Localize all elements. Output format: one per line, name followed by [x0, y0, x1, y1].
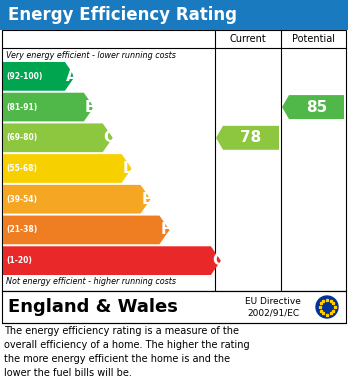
Bar — [0, 0, 348, 30]
Polygon shape — [3, 62, 75, 91]
Polygon shape — [3, 154, 132, 183]
Text: EU Directive
2002/91/EC: EU Directive 2002/91/EC — [245, 297, 301, 317]
Text: England & Wales: England & Wales — [8, 298, 178, 316]
Polygon shape — [3, 215, 169, 244]
Text: Not energy efficient - higher running costs: Not energy efficient - higher running co… — [6, 277, 176, 286]
Polygon shape — [3, 246, 221, 275]
Circle shape — [316, 296, 338, 318]
Text: (92-100): (92-100) — [6, 72, 42, 81]
Text: Current: Current — [230, 34, 266, 44]
Text: G: G — [212, 253, 224, 268]
Text: (39-54): (39-54) — [6, 195, 37, 204]
Text: Potential: Potential — [292, 34, 335, 44]
Polygon shape — [3, 124, 113, 152]
Text: A: A — [66, 69, 78, 84]
Polygon shape — [216, 126, 279, 150]
Bar — [2, 291, 346, 323]
Text: The energy efficiency rating is a measure of the
overall efficiency of a home. T: The energy efficiency rating is a measur… — [4, 326, 250, 378]
Text: 85: 85 — [306, 100, 327, 115]
Bar — [2, 30, 346, 291]
Polygon shape — [282, 95, 344, 119]
Text: Very energy efficient - lower running costs: Very energy efficient - lower running co… — [6, 51, 176, 60]
Text: F: F — [160, 222, 171, 237]
Text: (1-20): (1-20) — [6, 256, 32, 265]
Polygon shape — [3, 93, 94, 122]
Polygon shape — [3, 185, 151, 213]
Text: D: D — [122, 161, 135, 176]
Text: (21-38): (21-38) — [6, 226, 37, 235]
Text: (55-68): (55-68) — [6, 164, 37, 173]
Text: E: E — [142, 192, 152, 207]
Text: B: B — [85, 100, 96, 115]
Text: C: C — [104, 130, 115, 145]
Text: (81-91): (81-91) — [6, 102, 37, 111]
Text: Energy Efficiency Rating: Energy Efficiency Rating — [8, 6, 237, 24]
Text: 78: 78 — [240, 130, 262, 145]
Text: (69-80): (69-80) — [6, 133, 37, 142]
